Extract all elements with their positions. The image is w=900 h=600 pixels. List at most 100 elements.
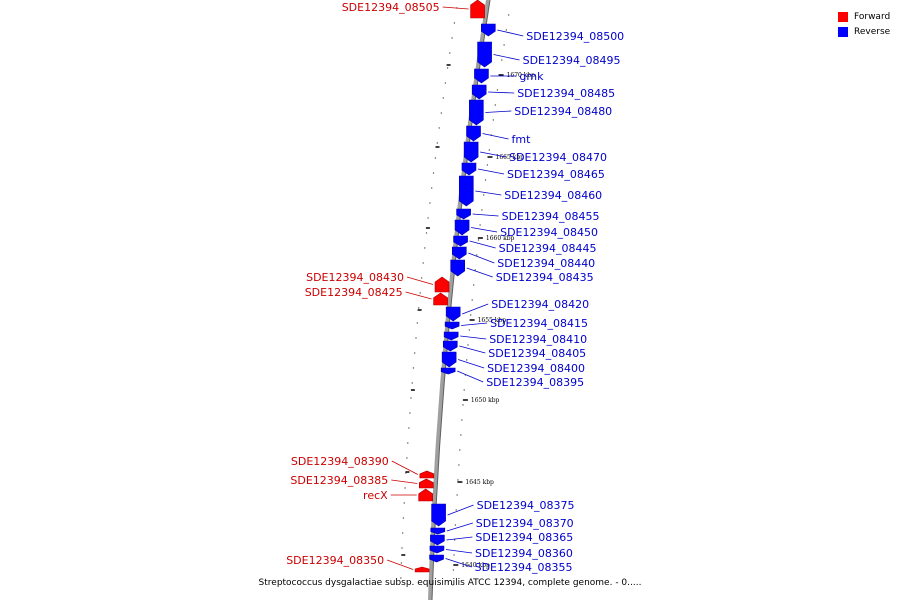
ruler-tick-label: 1645 kbp <box>465 479 494 486</box>
gene-label[interactable]: SDE12394_08430 <box>306 271 404 284</box>
gene-arrow[interactable] <box>442 340 458 352</box>
gene-label[interactable]: SDE12394_08450 <box>500 226 598 239</box>
gene-label[interactable]: fmt <box>512 133 532 146</box>
gene-label[interactable]: SDE12394_08435 <box>496 271 594 284</box>
track-dot <box>402 517 405 519</box>
track-dot <box>408 427 410 429</box>
track-dot <box>492 119 494 121</box>
gene-arrow[interactable] <box>456 208 471 220</box>
gene-arrow[interactable] <box>441 351 457 368</box>
gene-label[interactable]: recX <box>363 489 388 502</box>
track-dot <box>412 367 415 369</box>
gene-arrow[interactable] <box>443 331 459 341</box>
gene-label[interactable]: SDE12394_08360 <box>475 547 573 560</box>
legend-reverse[interactable]: Reverse <box>838 24 890 39</box>
gene-arrow[interactable] <box>480 23 496 37</box>
track-dot <box>425 232 428 234</box>
gene-label[interactable]: SDE12394_08425 <box>305 286 403 299</box>
gene-label[interactable]: SDE12394_08410 <box>489 333 587 346</box>
gene-label[interactable]: SDE12394_08400 <box>487 362 585 375</box>
forward-swatch <box>838 11 848 22</box>
legend-forward[interactable]: Forward <box>838 9 890 24</box>
gene-arrow[interactable] <box>453 235 468 247</box>
gene-label[interactable]: SDE12394_08460 <box>504 189 602 202</box>
gene-arrow[interactable] <box>430 534 445 546</box>
gene-label[interactable]: SDE12394_08415 <box>490 317 588 330</box>
track-dot <box>427 217 429 219</box>
gene-label[interactable]: SDE12394_08390 <box>291 455 389 468</box>
gene-label[interactable]: SDE12394_08445 <box>499 242 597 255</box>
gene-label[interactable]: SDE12394_08405 <box>488 347 586 360</box>
track-dot <box>400 577 402 579</box>
gene-arrow[interactable] <box>434 276 450 293</box>
gene-label[interactable]: gmk <box>519 70 544 83</box>
gene-arrow[interactable] <box>445 306 461 322</box>
gene-label[interactable]: SDE12394_08355 <box>475 561 573 574</box>
track-dot <box>411 382 413 384</box>
gene-label[interactable]: SDE12394_08465 <box>507 168 605 181</box>
gene-arrow[interactable] <box>477 41 492 68</box>
gene-label[interactable]: SDE12394_08365 <box>475 531 573 544</box>
gene-label[interactable]: SDE12394_08480 <box>514 105 612 118</box>
gene-arrow[interactable] <box>418 488 433 502</box>
track-dot <box>474 269 476 271</box>
gene-arrow[interactable] <box>466 125 481 142</box>
gene-arrow[interactable] <box>419 478 434 489</box>
gene-sde12394_08410: SDE12394_08410 <box>443 331 587 346</box>
track-dot <box>404 487 406 489</box>
gene-arrow[interactable] <box>471 84 487 100</box>
track-dot <box>454 539 456 541</box>
gene-arrow[interactable] <box>430 527 446 535</box>
gene-leader-line <box>446 522 473 532</box>
gene-label[interactable]: SDE12394_08505 <box>342 1 440 14</box>
gene-arrow[interactable] <box>414 566 430 573</box>
ruler-tick-label: 1665 kbp <box>496 154 525 161</box>
track-dot <box>458 464 460 466</box>
gene-arrow[interactable] <box>444 321 460 330</box>
gene-arrow[interactable] <box>451 246 467 260</box>
gene-sde12394_08350: SDE12394_08350 <box>286 554 430 573</box>
track-dot <box>459 449 461 451</box>
gene-arrow[interactable] <box>454 219 470 236</box>
track-dot <box>455 509 457 511</box>
gene-arrow[interactable] <box>463 141 479 163</box>
gene-fmt: fmt <box>466 125 532 146</box>
gene-arrow[interactable] <box>429 554 444 563</box>
gene-arrow[interactable] <box>458 175 474 207</box>
track-dot <box>505 29 508 31</box>
gene-sde12394_08355: SDE12394_08355 <box>429 554 573 574</box>
gene-arrow[interactable] <box>419 470 435 479</box>
gene-label[interactable]: SDE12394_08375 <box>477 499 575 512</box>
track-dot <box>415 337 417 339</box>
gene-sde12394_08385: SDE12394_08385 <box>290 474 434 489</box>
track-dot <box>409 412 411 414</box>
gene-label[interactable]: SDE12394_08440 <box>497 257 595 270</box>
legend-reverse-label: Reverse <box>854 26 891 37</box>
gene-arrow[interactable] <box>429 545 445 554</box>
gene-arrow[interactable] <box>440 367 456 375</box>
gene-arrow[interactable] <box>461 162 477 176</box>
gene-arrow[interactable] <box>433 292 448 306</box>
gene-label[interactable]: SDE12394_08500 <box>526 30 624 43</box>
gene-arrow[interactable] <box>474 68 489 84</box>
track-dot <box>501 59 503 61</box>
gene-label[interactable]: SDE12394_08385 <box>290 474 388 487</box>
strand-legend: Forward Reverse <box>838 9 890 39</box>
track-dot <box>442 97 444 99</box>
gene-leader-line <box>493 54 520 61</box>
gene-arrow[interactable] <box>450 259 466 277</box>
gene-arrow[interactable] <box>469 99 484 126</box>
gene-label[interactable]: SDE12394_08420 <box>491 298 589 311</box>
gene-arrow[interactable] <box>470 0 485 19</box>
gene-label[interactable]: SDE12394_08395 <box>486 376 584 389</box>
gene-recx: recX <box>363 488 433 502</box>
gene-arrow[interactable] <box>431 503 446 527</box>
gene-label[interactable]: SDE12394_08455 <box>502 210 600 223</box>
gene-label[interactable]: SDE12394_08470 <box>509 151 607 164</box>
ruler-tick-label: 1670 kbp <box>507 72 536 79</box>
gene-sde12394_08445: SDE12394_08445 <box>453 235 597 255</box>
gene-label[interactable]: SDE12394_08370 <box>476 517 574 530</box>
gene-label[interactable]: SDE12394_08495 <box>523 54 621 67</box>
gene-label[interactable]: SDE12394_08485 <box>517 87 615 100</box>
gene-label[interactable]: SDE12394_08350 <box>286 554 384 567</box>
